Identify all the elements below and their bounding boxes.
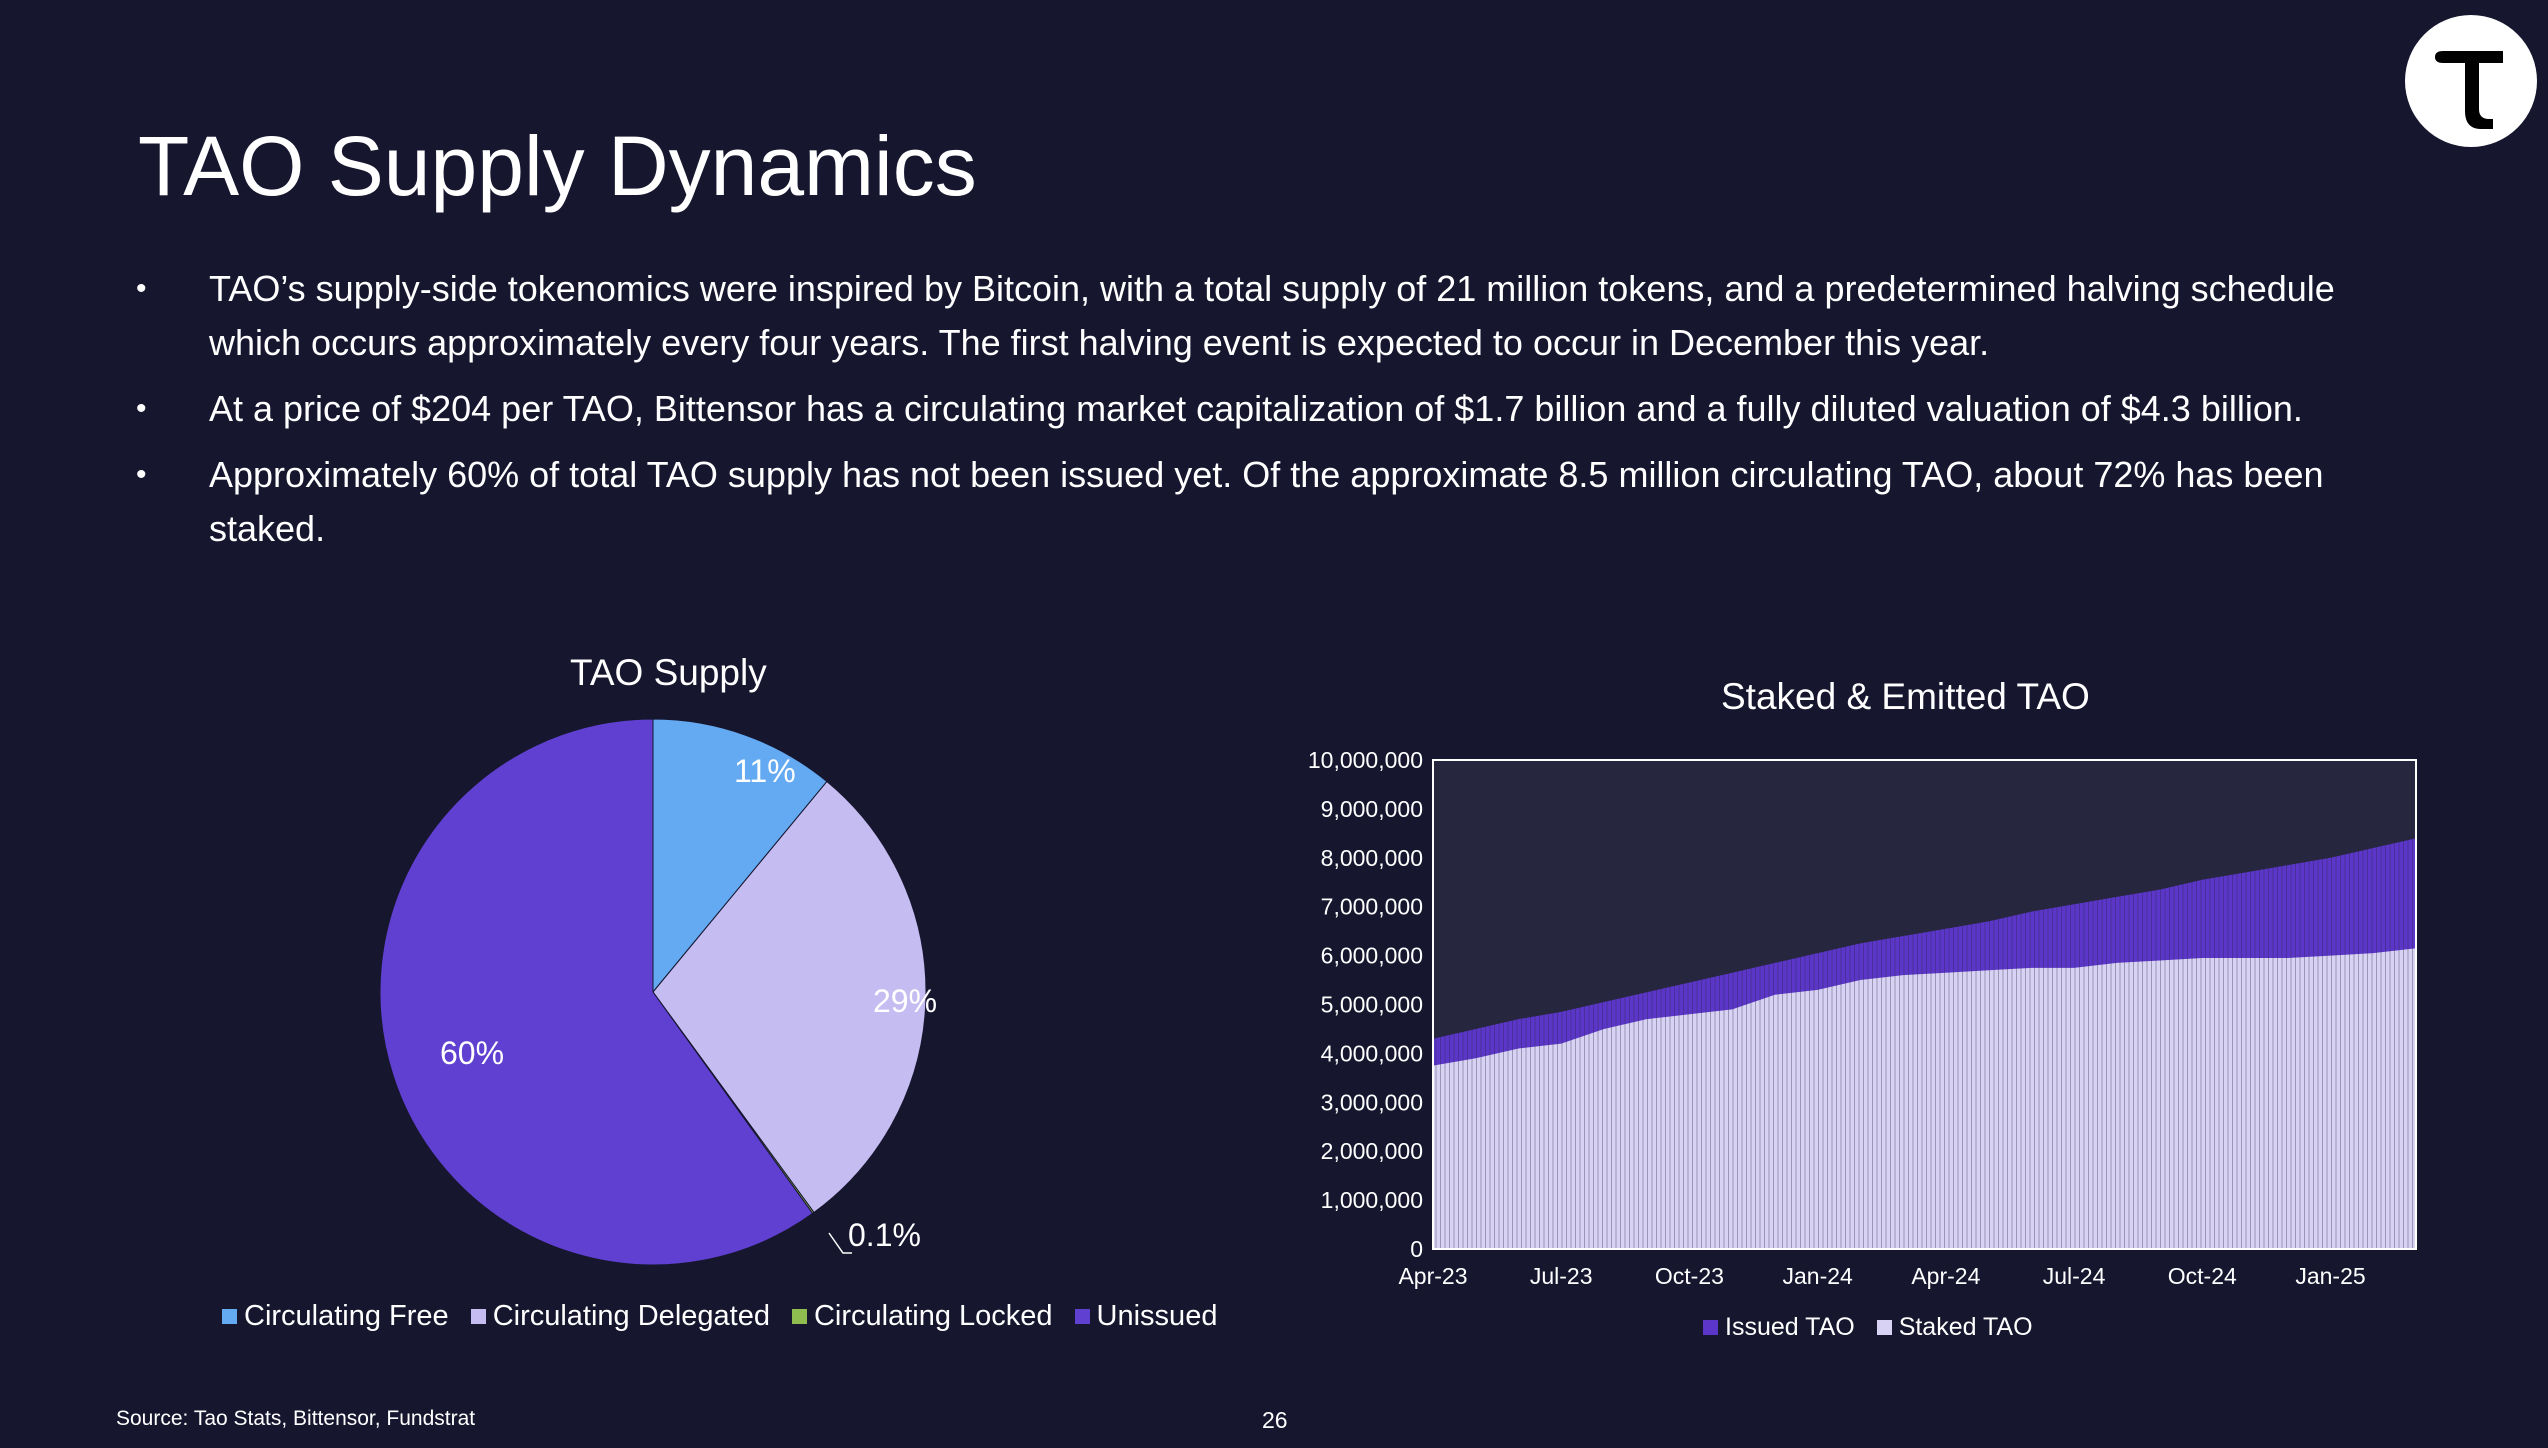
- pie-data-label: 29%: [873, 983, 937, 1019]
- y-tick-label: 1,000,000: [1321, 1187, 1423, 1213]
- legend-swatch: [1074, 1309, 1090, 1324]
- x-tick-label: Oct-24: [2168, 1263, 2237, 1289]
- legend-swatch: [1703, 1320, 1718, 1335]
- y-tick-label: 2,000,000: [1321, 1138, 1423, 1164]
- legend-item: Circulating Free: [222, 1300, 449, 1333]
- pie-data-label: 0.1%: [848, 1217, 921, 1253]
- bullet-list: • TAO’s supply-side tokenomics were insp…: [130, 262, 2430, 568]
- pie-slice-circulating-free: [652, 718, 828, 994]
- area-chart-title: Staked & Emitted TAO: [1721, 676, 2090, 717]
- x-tick-label: Jan-25: [2295, 1263, 2365, 1289]
- bullet-item: • At a price of $204 per TAO, Bittensor …: [130, 382, 2430, 436]
- pie-leader-line: [828, 1232, 852, 1254]
- legend-swatch: [791, 1309, 807, 1324]
- pie-legend: Circulating Free Circulating Delegated Cir…: [222, 1300, 1217, 1333]
- legend-swatch: [470, 1309, 486, 1324]
- page-title: TAO Supply Dynamics: [138, 119, 977, 213]
- legend-label: Circulating Locked: [813, 1300, 1053, 1332]
- x-tick-label: Jan-24: [1782, 1263, 1853, 1289]
- pie-data-label: 60%: [440, 1035, 504, 1071]
- x-tick-label: Jul-24: [2043, 1263, 2106, 1289]
- bullet-marker: •: [136, 458, 147, 491]
- legend-swatch: [1876, 1320, 1892, 1335]
- bar-stripes: [1435, 760, 2413, 1249]
- legend-label: Circulating Free: [244, 1300, 449, 1332]
- legend-item: Circulating Locked: [791, 1300, 1053, 1333]
- page-number: 26: [1262, 1407, 1288, 1433]
- area-chart: 0 1,000,000 2,000,000 3,000,000 4,000,000 5,0…: [1308, 747, 2417, 1289]
- legend-item: Issued TAO: [1703, 1313, 1855, 1342]
- legend-item: Staked TAO: [1876, 1313, 2033, 1342]
- y-tick-label: 9,000,000: [1321, 796, 1423, 822]
- area-legend: Issued TAO Staked TAO: [1703, 1313, 2033, 1342]
- bullet-marker: •: [136, 392, 147, 425]
- x-tick-label: Apr-24: [1911, 1263, 1980, 1289]
- bullet-item: • TAO’s supply-side tokenomics were insp…: [130, 262, 2430, 370]
- bullet-marker: •: [136, 272, 147, 305]
- legend-label: Circulating Delegated: [492, 1300, 770, 1332]
- bullet-text: At a price of $204 per TAO, Bittensor ha…: [209, 388, 2303, 429]
- plot-border: [1432, 759, 2417, 1250]
- y-tick-label: 6,000,000: [1321, 943, 1423, 969]
- area-series-staked-tao: [1433, 948, 2416, 1249]
- y-tick-label: 0: [1410, 1236, 1423, 1262]
- x-tick-label: Jul-23: [1530, 1263, 1593, 1289]
- bullet-text: TAO’s supply-side tokenomics were inspir…: [209, 268, 2335, 363]
- pie-chart-title: TAO Supply: [570, 652, 767, 693]
- y-tick-label: 8,000,000: [1321, 845, 1423, 871]
- y-tick-label: 3,000,000: [1321, 1089, 1423, 1115]
- x-tick-label: Oct-23: [1655, 1263, 1724, 1289]
- x-tick-label: Apr-23: [1398, 1263, 1467, 1289]
- legend-label: Issued TAO: [1725, 1313, 1855, 1341]
- bullet-text: Approximately 60% of total TAO supply ha…: [209, 454, 2324, 549]
- source-note: Source: Tao Stats, Bittensor, Fundstrat: [116, 1407, 476, 1430]
- y-tick-label: 4,000,000: [1321, 1040, 1423, 1066]
- pie-slice-unissued: [379, 718, 814, 1266]
- pie-slice-circulating-delegated: [652, 780, 927, 1214]
- legend-item: Unissued: [1074, 1300, 1218, 1333]
- bullet-item: • Approximately 60% of total TAO supply …: [130, 448, 2430, 556]
- legend-item: Circulating Delegated: [470, 1300, 770, 1333]
- legend-swatch: [222, 1309, 237, 1324]
- pie-chart: 11% 29% 0.1% 60%: [379, 718, 937, 1266]
- pie-data-label: 11%: [734, 753, 796, 789]
- y-tick-label: 5,000,000: [1321, 992, 1423, 1018]
- legend-label: Unissued: [1096, 1300, 1218, 1332]
- legend-label: Staked TAO: [1898, 1313, 2033, 1341]
- y-tick-label: 10,000,000: [1308, 747, 1423, 773]
- tao-logo: [2405, 15, 2537, 147]
- y-tick-label: 7,000,000: [1321, 894, 1423, 920]
- tao-logo-icon: [2435, 51, 2503, 129]
